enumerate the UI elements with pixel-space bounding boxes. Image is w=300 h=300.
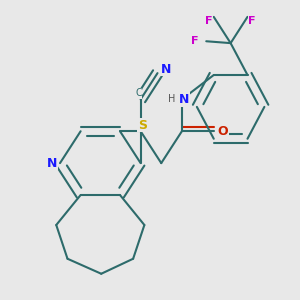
Text: N: N xyxy=(46,157,57,169)
Text: F: F xyxy=(206,16,213,26)
Text: F: F xyxy=(191,36,199,46)
Text: F: F xyxy=(248,16,256,26)
Text: C: C xyxy=(135,88,142,98)
Text: S: S xyxy=(138,119,147,132)
Text: N: N xyxy=(160,63,171,76)
Text: N: N xyxy=(178,93,189,106)
Text: O: O xyxy=(218,125,228,138)
Text: H: H xyxy=(168,94,175,104)
